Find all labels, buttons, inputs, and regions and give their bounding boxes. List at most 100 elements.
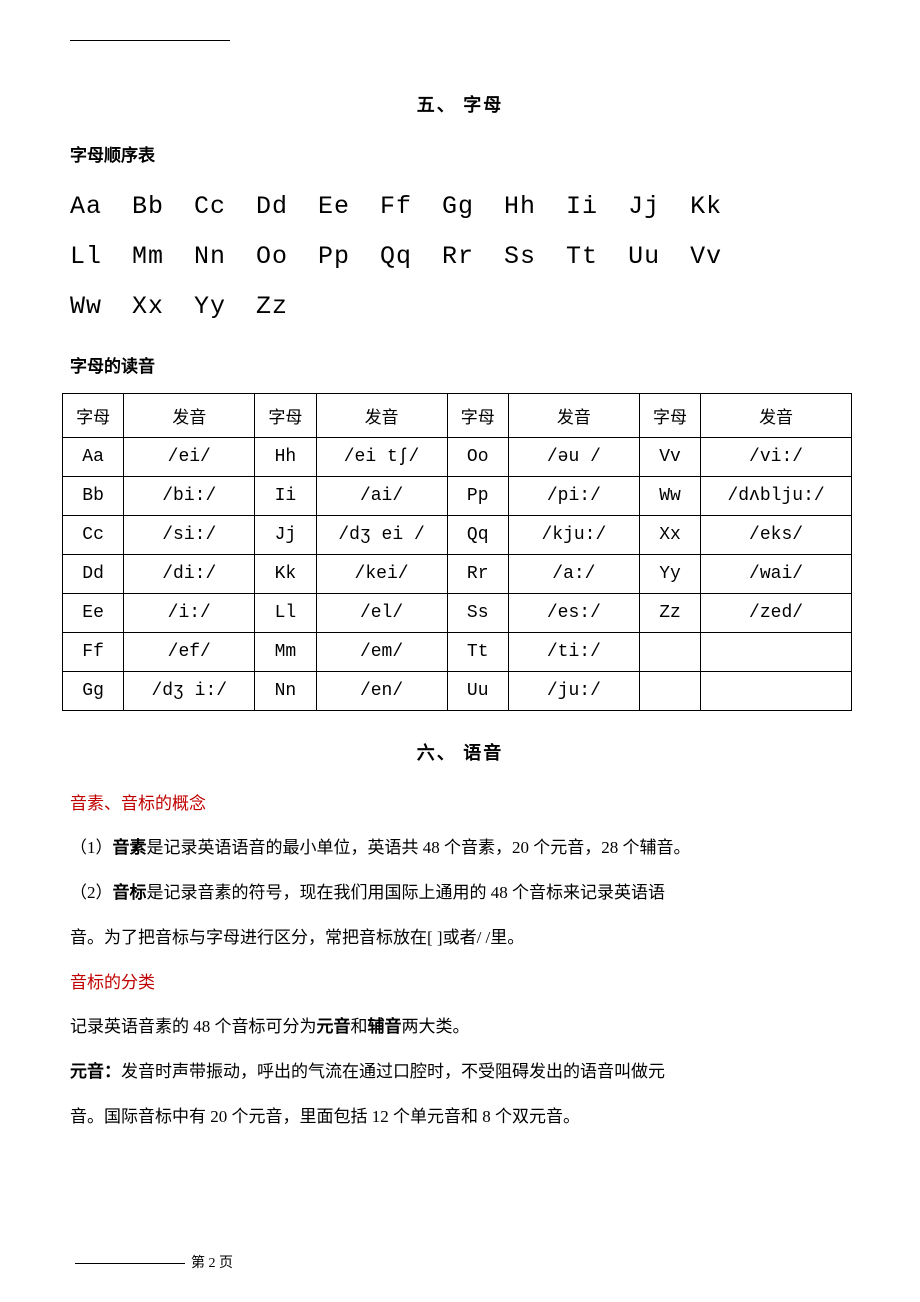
section-5-title: 五、 字母 <box>60 91 860 117</box>
paragraph-4-cont: 音。国际音标中有 20 个元音，里面包括 12 个单元音和 8 个双元音。 <box>70 1097 860 1138</box>
cell-letter: Hh <box>255 438 316 477</box>
cell-pronunciation: /ju:/ <box>508 672 639 711</box>
paragraph-1: （1）音素是记录英语语音的最小单位，英语共 48 个音素，20 个元音，28 个… <box>70 828 860 869</box>
subsection-pronunciation: 字母的读音 <box>70 352 860 377</box>
table-row: Ff/ef/Mm/em/Tt/ti:/ <box>63 633 852 672</box>
cell-pronunciation: /dʒ i:/ <box>124 672 255 711</box>
cell-pronunciation: /eks/ <box>701 516 852 555</box>
cell-letter: Zz <box>639 594 700 633</box>
cell-letter: Gg <box>63 672 124 711</box>
cell-pronunciation: /el/ <box>316 594 447 633</box>
paragraph-2-cont: 音。为了把音标与字母进行区分，常把音标放在[ ]或者/ /里。 <box>70 918 860 959</box>
cell-letter: Nn <box>255 672 316 711</box>
table-header-row: 字母 发音 字母 发音 字母 发音 字母 发音 <box>63 394 852 438</box>
subsection-alphabet-order: 字母顺序表 <box>70 141 860 166</box>
p3-rest: 两大类。 <box>402 1017 470 1036</box>
cell-pronunciation: /pi:/ <box>508 477 639 516</box>
cell-letter: Aa <box>63 438 124 477</box>
cell-pronunciation <box>701 672 852 711</box>
cell-pronunciation: /vi:/ <box>701 438 852 477</box>
paragraph-3: 记录英语音素的 48 个音标可分为元音和辅音两大类。 <box>70 1007 860 1048</box>
cell-pronunciation: /em/ <box>316 633 447 672</box>
th-pron-4: 发音 <box>701 394 852 438</box>
page-footer: 第 2 页 <box>75 1252 233 1272</box>
cell-pronunciation: /əu / <box>508 438 639 477</box>
cell-pronunciation: /wai/ <box>701 555 852 594</box>
p1-rest: 是记录英语语音的最小单位，英语共 48 个音素，20 个元音，28 个辅音。 <box>147 838 691 857</box>
alphabet-line-2: Ll Mm Nn Oo Pp Qq Rr Ss Tt Uu Vv <box>70 232 860 282</box>
cell-pronunciation: /kei/ <box>316 555 447 594</box>
cell-letter: Rr <box>447 555 508 594</box>
page-number: 第 2 页 <box>191 1256 233 1271</box>
cell-letter: Uu <box>447 672 508 711</box>
cell-letter <box>639 672 700 711</box>
cell-pronunciation <box>701 633 852 672</box>
cell-pronunciation: /ef/ <box>124 633 255 672</box>
cell-pronunciation: /es:/ <box>508 594 639 633</box>
cell-letter: Cc <box>63 516 124 555</box>
cell-letter: Ee <box>63 594 124 633</box>
table-row: Dd/di:/Kk/kei/Rr/a:/Yy/wai/ <box>63 555 852 594</box>
cell-pronunciation: /zed/ <box>701 594 852 633</box>
cell-letter: Ww <box>639 477 700 516</box>
footer-rule <box>75 1263 185 1264</box>
p1-bold: 音素 <box>113 838 147 857</box>
cell-pronunciation: /ai/ <box>316 477 447 516</box>
cell-pronunciation: /a:/ <box>508 555 639 594</box>
p2-bold: 音标 <box>113 883 147 902</box>
p2-prefix: （2） <box>70 883 113 902</box>
cell-letter: Mm <box>255 633 316 672</box>
th-letter-4: 字母 <box>639 394 700 438</box>
alphabet-list: Aa Bb Cc Dd Ee Ff Gg Hh Ii Jj Kk Ll Mm N… <box>70 182 860 332</box>
cell-pronunciation: /bi:/ <box>124 477 255 516</box>
header-rule <box>70 40 230 41</box>
p3-bold2: 辅音 <box>368 1017 402 1036</box>
p4-rest: 发音时声带振动，呼出的气流在通过口腔时，不受阻碍发出的语音叫做元 <box>121 1062 665 1081</box>
p3-pre: 记录英语音素的 48 个音标可分为 <box>70 1017 317 1036</box>
cell-letter: Ii <box>255 477 316 516</box>
cell-letter: Qq <box>447 516 508 555</box>
cell-pronunciation: /ti:/ <box>508 633 639 672</box>
th-pron-1: 发音 <box>124 394 255 438</box>
p2-rest: 是记录音素的符号，现在我们用国际上通用的 48 个音标来记录英语语 <box>147 883 666 902</box>
alphabet-line-3: Ww Xx Yy Zz <box>70 282 860 332</box>
heading-classification: 音标的分类 <box>70 968 860 993</box>
cell-letter: Oo <box>447 438 508 477</box>
p1-prefix: （1） <box>70 838 113 857</box>
table-row: Cc/si:/Jj/dʒ ei /Qq/kju:/Xx/eks/ <box>63 516 852 555</box>
th-letter-3: 字母 <box>447 394 508 438</box>
cell-letter: Ff <box>63 633 124 672</box>
table-row: Ee/i:/Ll/el/Ss/es:/Zz/zed/ <box>63 594 852 633</box>
th-letter-1: 字母 <box>63 394 124 438</box>
paragraph-2: （2）音标是记录音素的符号，现在我们用国际上通用的 48 个音标来记录英语语 <box>70 873 860 914</box>
cell-pronunciation: /i:/ <box>124 594 255 633</box>
alphabet-line-1: Aa Bb Cc Dd Ee Ff Gg Hh Ii Jj Kk <box>70 182 860 232</box>
cell-pronunciation: /dʌblju:/ <box>701 477 852 516</box>
cell-letter: Xx <box>639 516 700 555</box>
paragraph-4: 元音：发音时声带振动，呼出的气流在通过口腔时，不受阻碍发出的语音叫做元 <box>70 1052 860 1093</box>
th-letter-2: 字母 <box>255 394 316 438</box>
p3-bold1: 元音 <box>317 1017 351 1036</box>
cell-pronunciation: /kju:/ <box>508 516 639 555</box>
cell-letter: Vv <box>639 438 700 477</box>
cell-letter: Tt <box>447 633 508 672</box>
cell-pronunciation: /di:/ <box>124 555 255 594</box>
cell-pronunciation: /ei tʃ/ <box>316 438 447 477</box>
table-row: Aa/ei/Hh/ei tʃ/Oo/əu /Vv/vi:/ <box>63 438 852 477</box>
cell-letter: Kk <box>255 555 316 594</box>
p4-bold: 元音： <box>70 1062 121 1081</box>
cell-letter: Pp <box>447 477 508 516</box>
cell-letter: Ss <box>447 594 508 633</box>
cell-letter: Bb <box>63 477 124 516</box>
cell-letter: Ll <box>255 594 316 633</box>
p3-mid: 和 <box>351 1017 368 1036</box>
cell-pronunciation: /ei/ <box>124 438 255 477</box>
cell-pronunciation: /dʒ ei / <box>316 516 447 555</box>
heading-phoneme-concept: 音素、音标的概念 <box>70 789 860 814</box>
cell-pronunciation: /si:/ <box>124 516 255 555</box>
cell-letter: Yy <box>639 555 700 594</box>
cell-pronunciation: /en/ <box>316 672 447 711</box>
cell-letter: Dd <box>63 555 124 594</box>
cell-letter: Jj <box>255 516 316 555</box>
cell-letter <box>639 633 700 672</box>
